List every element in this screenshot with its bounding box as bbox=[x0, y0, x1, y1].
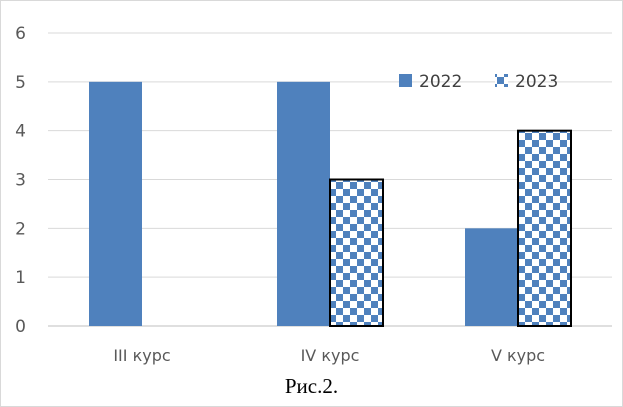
bar-2022-1 bbox=[89, 81, 142, 326]
y-tick-label: 6 bbox=[15, 24, 26, 44]
legend-swatch-2023 bbox=[495, 74, 508, 87]
y-tick-label: 3 bbox=[15, 171, 26, 191]
y-tick-label: 0 bbox=[15, 317, 26, 337]
y-tick-label: 5 bbox=[15, 73, 26, 93]
x-category-label: III курс bbox=[113, 346, 170, 365]
bar-2023-3 bbox=[517, 129, 572, 327]
legend-label-2022: 2022 bbox=[419, 72, 462, 92]
legend-swatch-2022 bbox=[399, 74, 412, 87]
legend-label-2023: 2023 bbox=[515, 72, 558, 92]
bar-2022-3 bbox=[465, 228, 518, 326]
x-axis-categories: III курс IV курс V курс bbox=[113, 346, 545, 365]
x-category-label: V курс bbox=[491, 346, 545, 365]
y-tick-label: 1 bbox=[15, 268, 26, 288]
legend: 2022 2023 bbox=[399, 72, 558, 92]
y-axis-ticks: 0 1 2 3 4 5 6 bbox=[15, 24, 26, 337]
y-tick-label: 4 bbox=[15, 122, 26, 142]
bars bbox=[89, 81, 572, 327]
x-category-label: IV курс bbox=[301, 346, 360, 365]
y-tick-label: 2 bbox=[15, 219, 26, 239]
figure-caption: Рис.2. bbox=[284, 374, 339, 398]
bar-2022-2 bbox=[277, 81, 330, 326]
bar-2023-2 bbox=[329, 178, 384, 327]
